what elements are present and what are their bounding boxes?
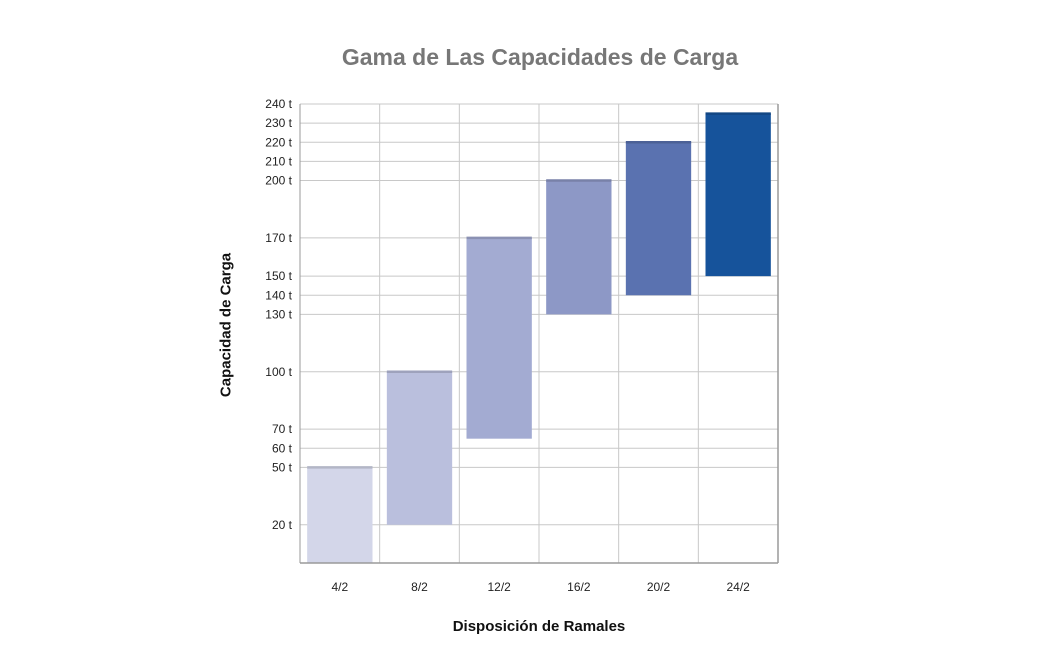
- y-tick-label: 210 t: [265, 154, 292, 168]
- bars: [307, 112, 771, 563]
- y-tick-label: 170 t: [265, 231, 292, 245]
- grid-lines: [300, 103, 778, 563]
- y-tick-label: 150 t: [265, 269, 292, 283]
- y-tick-label: 20 t: [272, 518, 293, 532]
- y-tick-label: 100 t: [265, 365, 292, 379]
- range-bar: [466, 237, 532, 439]
- x-tick-label: 4/2: [331, 580, 348, 594]
- y-tick-label: 70 t: [272, 422, 293, 436]
- x-tick-label: 24/2: [726, 580, 750, 594]
- y-tick-label: 220 t: [265, 135, 292, 149]
- range-bar: [546, 180, 612, 315]
- x-tick-labels: 4/2 8/2 12/2 16/2 20/2 24/2: [331, 580, 750, 594]
- range-bar: [386, 371, 453, 525]
- y-tick-label: 130 t: [265, 307, 292, 321]
- x-tick-label: 16/2: [567, 580, 591, 594]
- y-tick-label: 200 t: [265, 174, 292, 188]
- chart-title: Gama de Las Capacidades de Carga: [341, 44, 739, 70]
- y-tick-label: 50 t: [272, 460, 293, 474]
- y-tick-labels: 20 t 50 t 60 t 70 t 100 t 130 t 140 t 150 t 170 …: [265, 97, 292, 532]
- y-tick-label: 240 t: [265, 97, 292, 111]
- range-bar: [307, 467, 373, 563]
- x-tick-label: 20/2: [647, 580, 671, 594]
- plot-frame: [299, 104, 779, 564]
- x-tick-label: 12/2: [487, 580, 511, 594]
- y-tick-label: 140 t: [265, 288, 292, 302]
- x-tick-label: 8/2: [411, 580, 428, 594]
- range-bar: [625, 142, 692, 296]
- x-axis-label: Disposición de Ramales: [452, 618, 626, 635]
- y-tick-label: 230 t: [265, 116, 292, 130]
- range-bar: [705, 113, 771, 277]
- y-tick-label: 60 t: [272, 441, 293, 455]
